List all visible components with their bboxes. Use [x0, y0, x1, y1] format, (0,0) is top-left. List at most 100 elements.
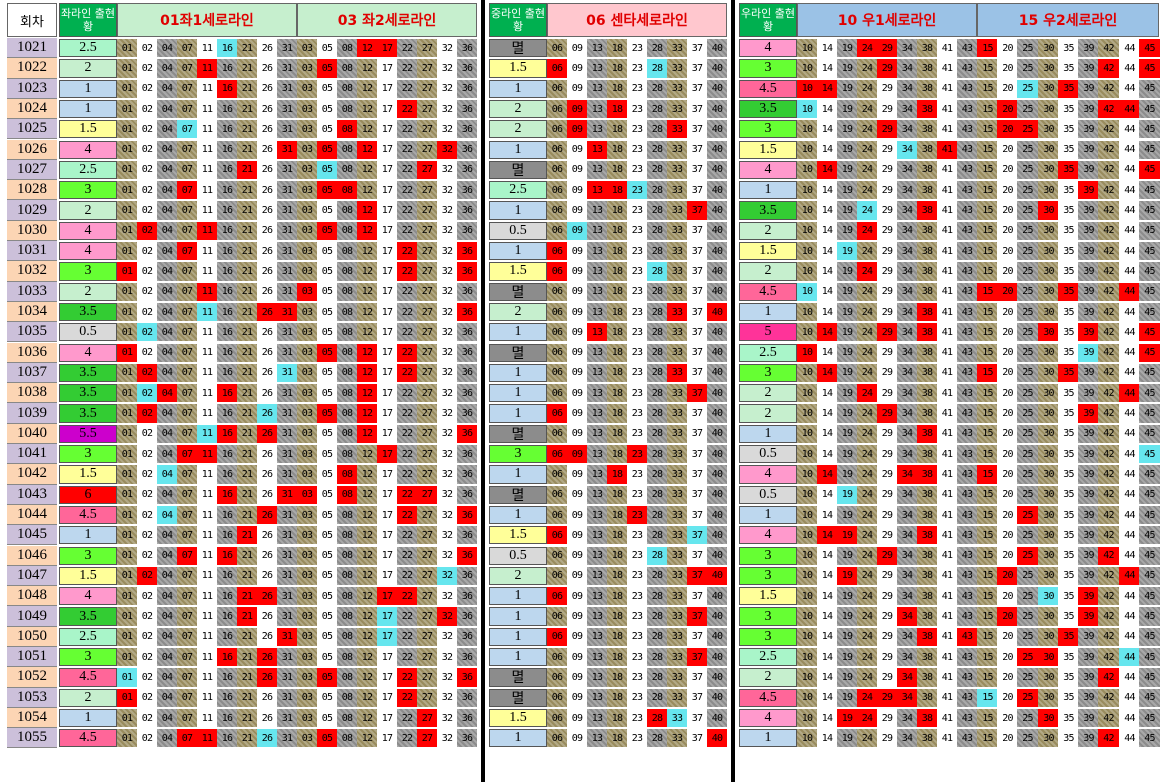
count-C: 멸 — [489, 282, 547, 301]
ball-34: 34 — [897, 262, 917, 281]
ball-27: 27 — [417, 708, 437, 728]
ball-19: 19 — [837, 465, 857, 484]
ball-28: 28 — [647, 424, 667, 443]
ball-15: 15 — [977, 587, 998, 606]
ball-07: 07 — [177, 627, 197, 646]
ball-02: 02 — [137, 59, 157, 78]
ball-42: 42 — [1098, 526, 1119, 545]
ball-08: 08 — [337, 201, 357, 220]
ball-41: 41 — [937, 39, 957, 58]
ball-27: 27 — [417, 302, 437, 322]
ball-34: 34 — [897, 465, 917, 484]
ball-10: 10 — [797, 140, 817, 159]
count-R: 4 — [739, 39, 797, 58]
ball-03: 03 — [297, 465, 317, 484]
ball-08: 08 — [337, 120, 357, 139]
round-number: 1034 — [7, 301, 57, 323]
ball-31: 31 — [277, 99, 297, 119]
count-R: 3 — [739, 546, 797, 565]
ball-19: 19 — [837, 688, 857, 707]
ball-32: 32 — [437, 302, 457, 322]
ball-41: 41 — [937, 465, 957, 484]
ball-01: 01 — [117, 607, 137, 626]
ball-08: 08 — [337, 607, 357, 626]
ball-38: 38 — [917, 445, 937, 464]
ball-15: 15 — [977, 485, 998, 504]
count-L: 1.5 — [59, 566, 117, 586]
ball-29: 29 — [877, 323, 897, 342]
ball-06: 06 — [547, 688, 567, 707]
block-title-suffix: 라인 — [662, 13, 688, 29]
ball-44: 44 — [1119, 505, 1140, 525]
ball-45: 45 — [1139, 505, 1160, 525]
ball-30: 30 — [1038, 424, 1059, 443]
ball-15: 15 — [977, 343, 998, 362]
ball-08: 08 — [337, 221, 357, 240]
ball-03: 03 — [297, 343, 317, 362]
ball-32: 32 — [437, 39, 457, 58]
ball-43: 43 — [957, 39, 977, 58]
ball-31: 31 — [277, 729, 297, 748]
ball-21: 21 — [237, 404, 257, 423]
ball-43: 43 — [957, 627, 977, 646]
ball-18: 18 — [607, 505, 627, 525]
ball-25: 25 — [1017, 668, 1038, 687]
ball-22: 22 — [397, 729, 417, 748]
ball-04: 04 — [157, 404, 177, 423]
ball-42: 42 — [1098, 424, 1119, 443]
count-C: 1 — [489, 648, 547, 667]
ball-18: 18 — [607, 302, 627, 322]
ball-18: 18 — [607, 526, 627, 545]
ball-18: 18 — [607, 221, 627, 240]
ball-14: 14 — [817, 445, 837, 464]
ball-25: 25 — [1017, 343, 1038, 362]
ball-19: 19 — [837, 59, 857, 78]
ball-40: 40 — [707, 120, 727, 139]
ball-42: 42 — [1098, 140, 1119, 159]
ball-28: 28 — [647, 181, 667, 200]
ball-13: 13 — [587, 384, 607, 403]
ball-32: 32 — [437, 79, 457, 98]
ball-07: 07 — [177, 120, 197, 139]
count-R: 0.5 — [739, 485, 797, 504]
ball-36: 36 — [457, 242, 477, 261]
ball-34: 34 — [897, 587, 917, 606]
ball-25: 25 — [1017, 39, 1038, 58]
ball-06: 06 — [547, 648, 567, 667]
ball-07: 07 — [177, 566, 197, 586]
ball-43: 43 — [957, 445, 977, 464]
ball-13: 13 — [587, 39, 607, 58]
ball-13: 13 — [587, 668, 607, 687]
ball-19: 19 — [837, 485, 857, 504]
ball-41: 41 — [937, 363, 957, 383]
ball-32: 32 — [437, 181, 457, 200]
count-L: 2 — [59, 282, 117, 301]
ball-28: 28 — [647, 648, 667, 667]
ball-06: 06 — [547, 221, 567, 240]
ball-12: 12 — [357, 221, 377, 240]
ball-43: 43 — [957, 140, 977, 159]
ball-21: 21 — [237, 566, 257, 586]
ball-41: 41 — [937, 140, 957, 159]
ball-17: 17 — [377, 729, 397, 748]
ball-02: 02 — [137, 140, 157, 159]
ball-32: 32 — [437, 404, 457, 423]
ball-24: 24 — [857, 485, 877, 504]
ball-13: 13 — [587, 485, 607, 504]
count-C: 1 — [489, 323, 547, 342]
ball-44: 44 — [1119, 140, 1140, 159]
ball-33: 33 — [667, 729, 687, 748]
ball-34: 34 — [897, 566, 917, 586]
ball-02: 02 — [137, 566, 157, 586]
ball-44: 44 — [1119, 566, 1140, 586]
ball-25: 25 — [1017, 648, 1038, 667]
count-C: 1 — [489, 404, 547, 423]
ball-06: 06 — [547, 242, 567, 261]
ball-38: 38 — [917, 404, 937, 423]
round-number: 1050 — [7, 626, 57, 647]
ball-34: 34 — [897, 59, 917, 78]
ball-11: 11 — [197, 59, 217, 78]
count-L: 3.5 — [59, 302, 117, 322]
ball-21: 21 — [237, 79, 257, 98]
